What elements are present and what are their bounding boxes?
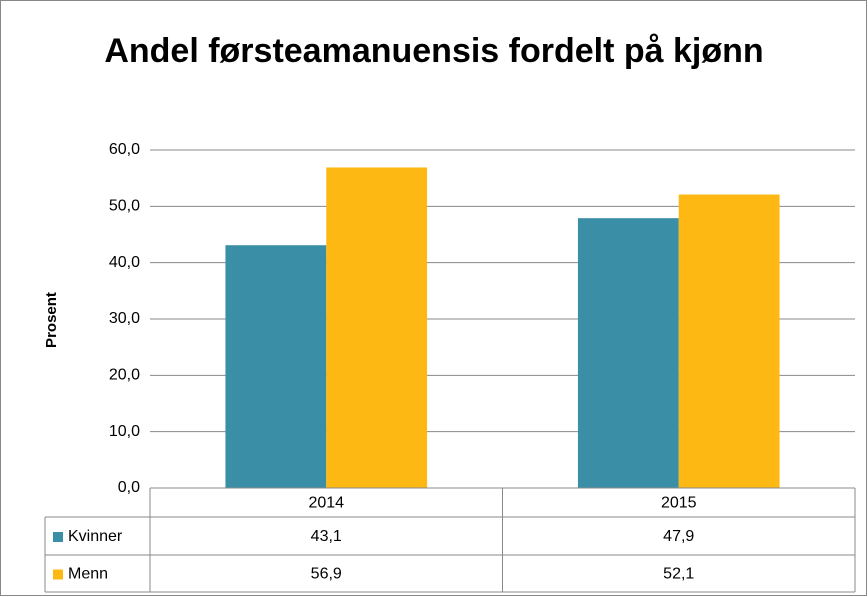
bar [577,218,679,488]
y-tick-label: 60,0 [109,141,140,158]
x-tick-label: 2015 [661,495,697,512]
legend-key [53,532,63,542]
legend-label: Menn [68,566,108,583]
table-value: 43,1 [311,528,342,545]
y-axis-label: Prosent [43,292,60,348]
y-tick-label: 30,0 [109,310,140,327]
y-tick-label: 10,0 [109,423,140,440]
chart-title: Andel førsteamanuensis fordelt på kjønn [104,32,764,70]
table-value: 52,1 [663,566,694,583]
table-value: 47,9 [663,528,694,545]
bar [678,194,780,488]
x-tick-label: 2014 [308,495,344,512]
table-value: 56,9 [311,566,342,583]
y-tick-label: 50,0 [109,198,140,215]
y-tick-label: 0,0 [118,479,140,496]
y-tick-label: 40,0 [109,254,140,271]
legend-label: Kvinner [68,528,123,545]
legend-key [53,569,63,580]
bar [326,167,428,489]
bar [225,245,327,488]
y-tick-label: 20,0 [109,367,140,384]
